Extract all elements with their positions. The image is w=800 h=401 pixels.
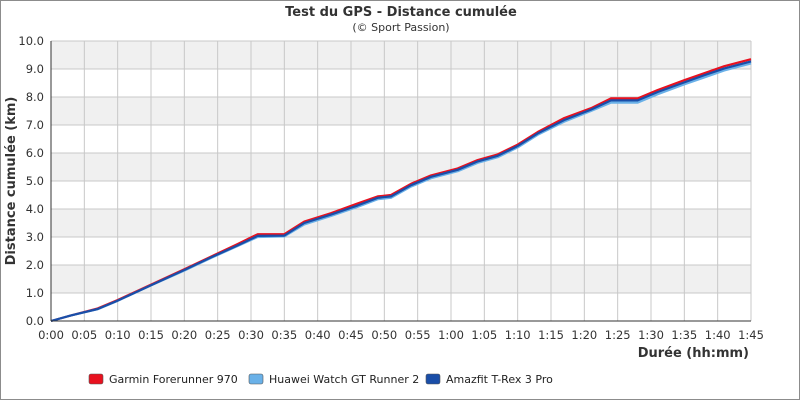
x-tick-labels: 0:00 0:05 0:10 0:15 0:20 0:25 0:30 0:35 0:40 0:45… <box>38 328 764 342</box>
x-tick-label: 0:50 <box>371 328 397 342</box>
y-tick-label: 1.0 <box>26 286 44 300</box>
x-tick-label: 0:35 <box>271 328 297 342</box>
x-tick-label: 0:40 <box>305 328 331 342</box>
legend-label: Garmin Forerunner 970 <box>109 373 238 386</box>
grid-band <box>51 265 751 293</box>
plot-bands <box>51 41 751 293</box>
y-tick-label: 5.0 <box>26 174 44 188</box>
x-tick-label: 1:25 <box>605 328 631 342</box>
x-tick-label: 0:00 <box>38 328 64 342</box>
x-tick-label: 1:30 <box>638 328 664 342</box>
y-tick-label: 6.0 <box>26 146 44 160</box>
chart-subtitle: (© Sport Passion) <box>352 21 449 34</box>
y-tick-label: 7.0 <box>26 118 44 132</box>
y-tick-label: 3.0 <box>26 230 44 244</box>
legend-label: Huawei Watch GT Runner 2 <box>269 373 419 386</box>
y-tick-label: 4.0 <box>26 202 44 216</box>
chart-title: Test du GPS - Distance cumulée <box>285 5 517 20</box>
legend: Garmin Forerunner 970 Huawei Watch GT Run… <box>88 373 553 386</box>
x-tick-label: 0:20 <box>171 328 197 342</box>
x-axis-title: Durée (hh:mm) <box>638 346 749 361</box>
x-tick-label: 1:00 <box>438 328 464 342</box>
x-tick-label: 0:15 <box>138 328 164 342</box>
series-line-3 <box>50 60 752 323</box>
x-tick-label: 1:20 <box>571 328 597 342</box>
y-tick-label: 8.0 <box>26 90 44 104</box>
grid-band <box>51 153 751 181</box>
legend-label: Amazfit T-Rex 3 Pro <box>446 373 553 386</box>
x-tick-label: 0:10 <box>105 328 131 342</box>
grid-band <box>51 41 751 69</box>
y-tick-label: 9.0 <box>26 62 44 76</box>
x-tick-label: 1:45 <box>738 328 764 342</box>
legend-swatch <box>425 373 441 385</box>
x-tick-label: 0:05 <box>71 328 97 342</box>
y-tick-label: 0.0 <box>26 314 44 328</box>
x-tick-label: 1:35 <box>671 328 697 342</box>
legend-item-3[interactable]: Amazfit T-Rex 3 Pro <box>425 373 553 386</box>
x-tick-label: 0:55 <box>405 328 431 342</box>
legend-swatch <box>88 373 104 385</box>
x-tick-label: 0:45 <box>338 328 364 342</box>
y-tick-labels: 0.0 1.0 2.0 3.0 4.0 5.0 6.0 7.0 8.0 9.0 10.0 <box>18 34 44 328</box>
plot-series <box>50 58 752 323</box>
legend-item-1[interactable]: Garmin Forerunner 970 <box>88 373 238 386</box>
x-tick-label: 0:25 <box>205 328 231 342</box>
x-tick-label: 1:15 <box>538 328 564 342</box>
x-tick-label: 0:30 <box>238 328 264 342</box>
y-axis-title: Distance cumulée (km) <box>4 97 19 266</box>
x-tick-label: 1:05 <box>471 328 497 342</box>
legend-swatch <box>248 373 264 385</box>
y-tick-label: 10.0 <box>18 34 44 48</box>
x-tick-label: 1:10 <box>505 328 531 342</box>
grid-band <box>51 209 751 237</box>
legend-item-2[interactable]: Huawei Watch GT Runner 2 <box>248 373 419 386</box>
x-tick-label: 1:40 <box>705 328 731 342</box>
y-tick-label: 2.0 <box>26 258 44 272</box>
grid-band <box>51 97 751 125</box>
plot-axes <box>50 41 751 322</box>
